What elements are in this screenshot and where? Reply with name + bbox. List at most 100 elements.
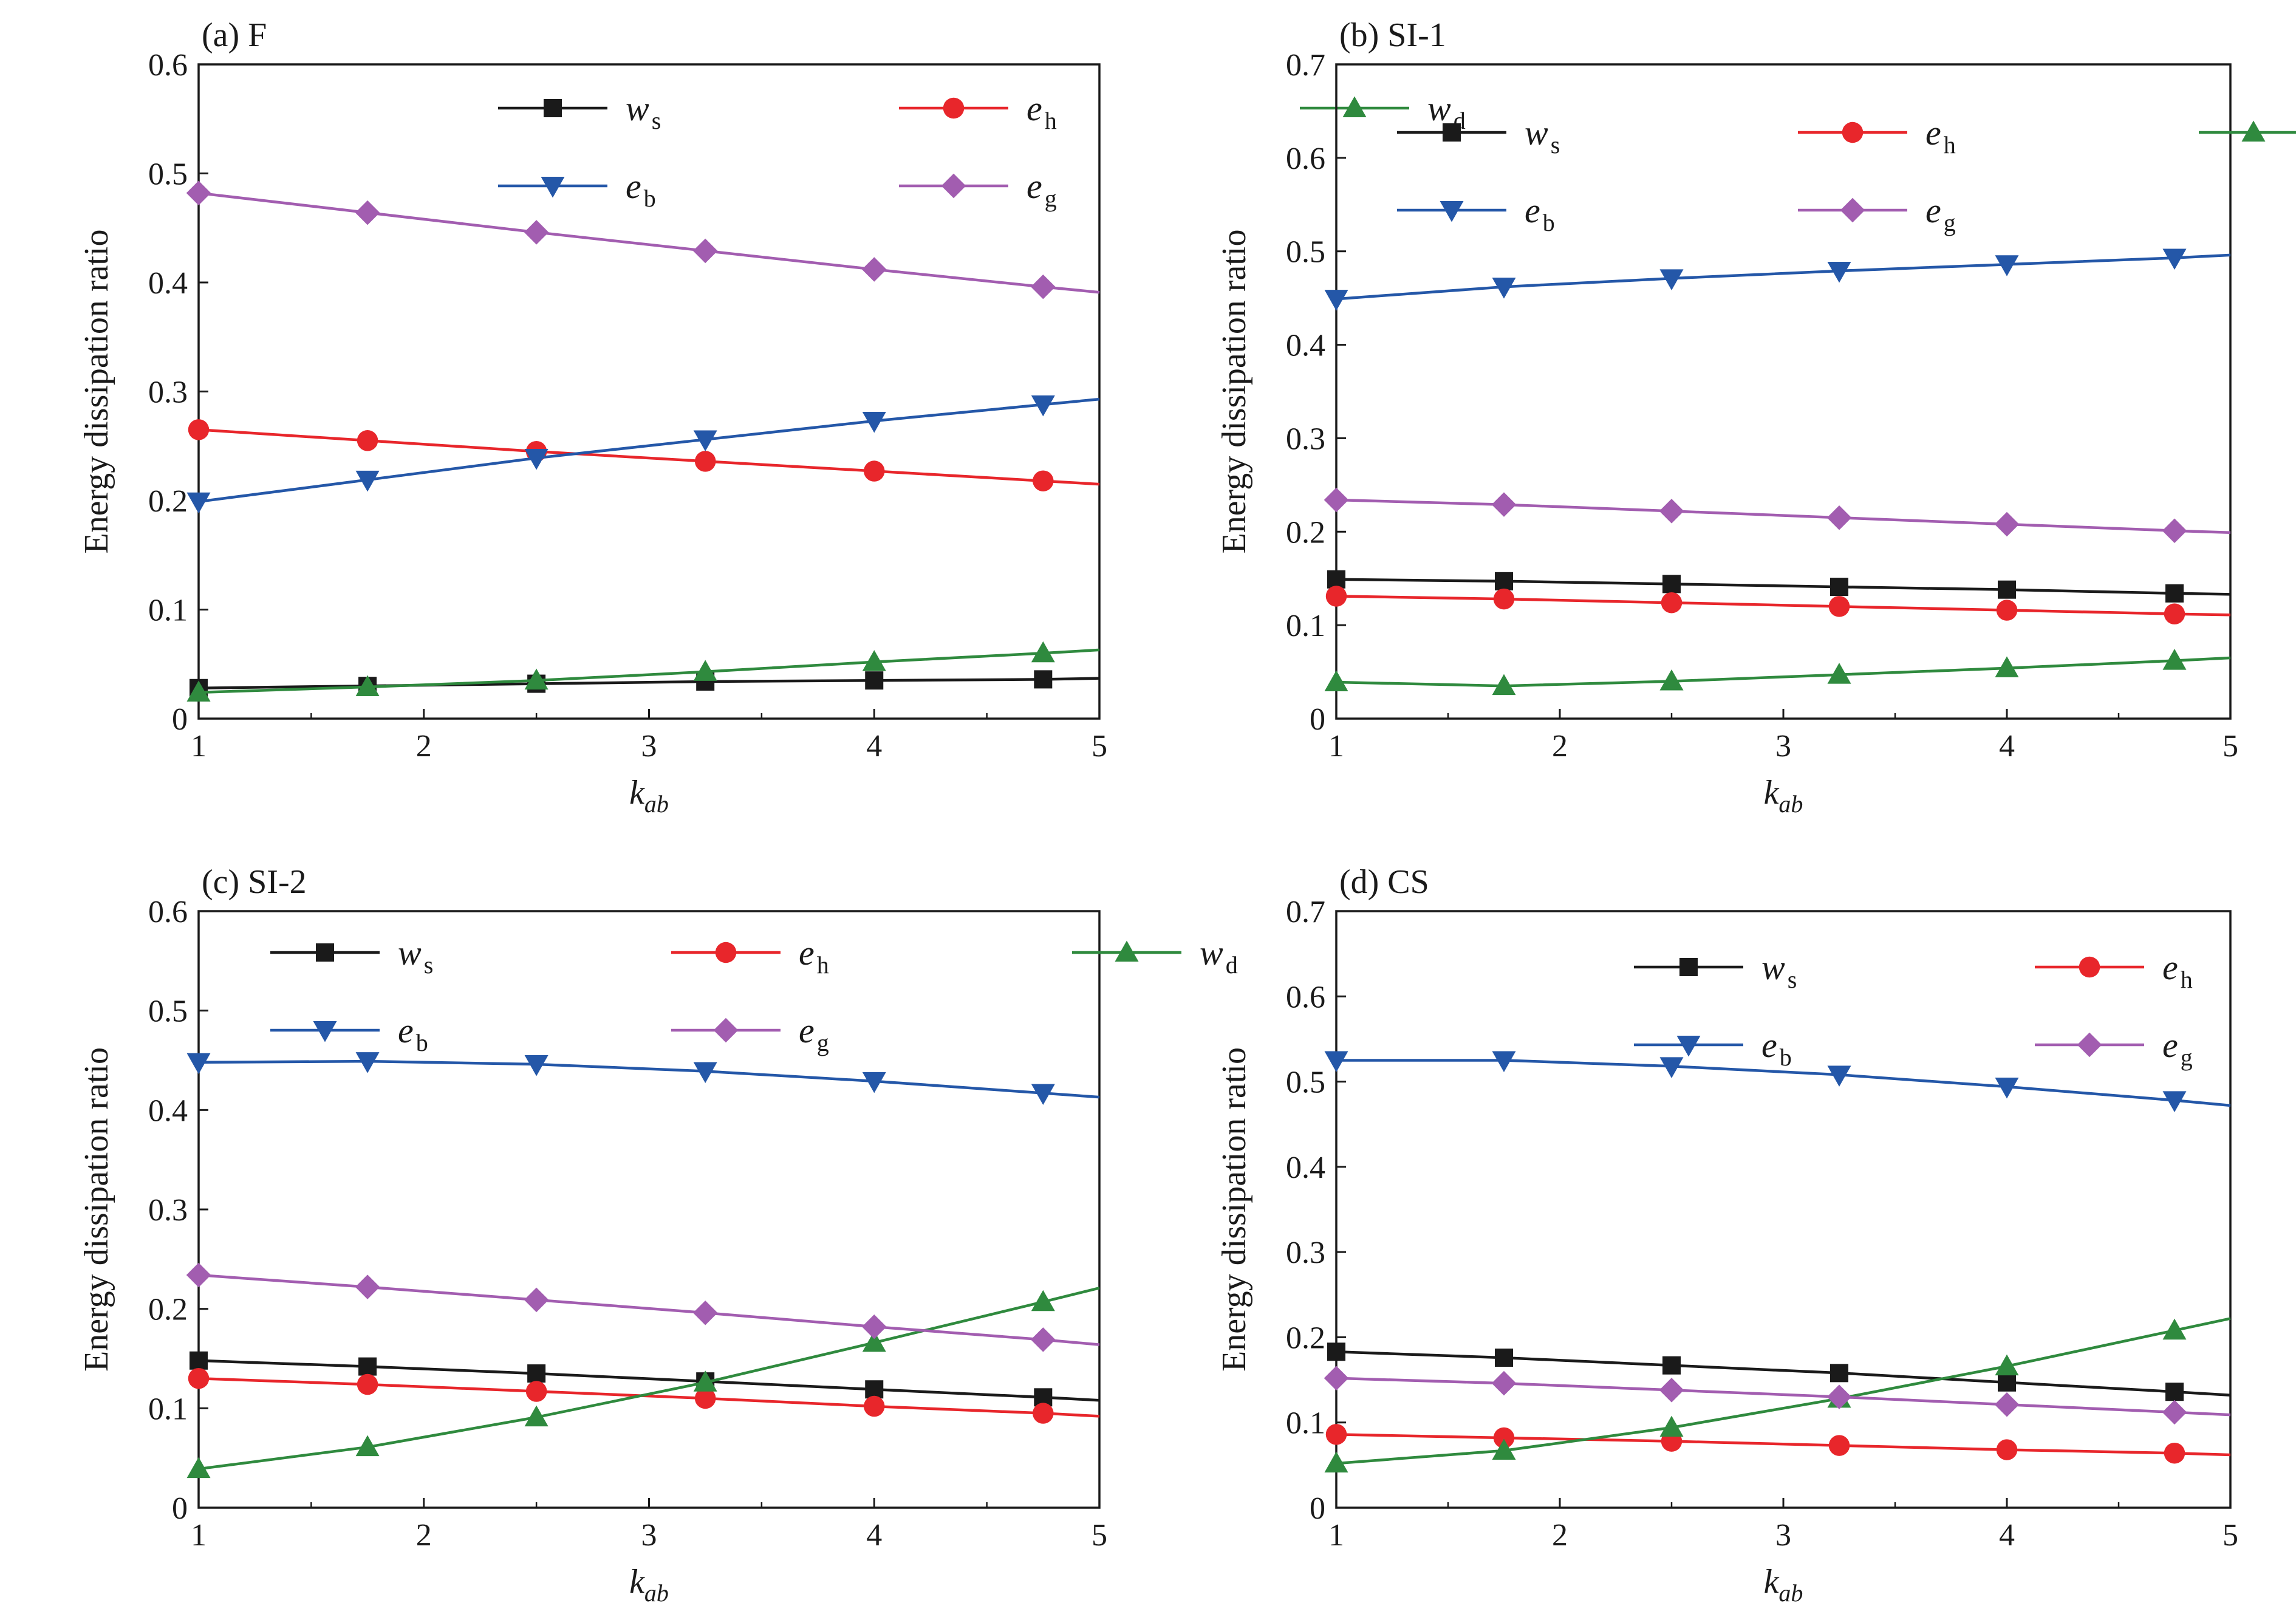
data-point-eb (862, 411, 886, 433)
legend-label-main: w (1525, 113, 1548, 152)
legend-label-sub: s (424, 951, 434, 979)
legend-label-sub: g (2181, 1044, 2193, 1071)
legend-marker-eh (715, 942, 737, 963)
y-tick-label: 0.3 (148, 375, 188, 410)
y-tick-label: 0.5 (148, 994, 188, 1029)
legend-marker-eg (941, 173, 966, 199)
legend-label-sub: s (1551, 131, 1560, 159)
data-point-ws (1034, 670, 1053, 689)
legend-label-main: e (1027, 166, 1042, 206)
panel-title: (a) F (202, 16, 267, 54)
x-tick-label: 3 (641, 1518, 657, 1553)
x-axis-label-main: k (1764, 1563, 1780, 1601)
data-point-eg (524, 1287, 549, 1313)
data-point-eh (694, 451, 716, 472)
legend-label-main: e (2162, 948, 2178, 987)
legend-label-main: e (1925, 113, 1941, 152)
data-point-wd (2162, 649, 2187, 670)
x-tick-label: 4 (866, 729, 882, 764)
data-point-eh (694, 1387, 716, 1409)
data-point-eb (1031, 1084, 1055, 1106)
data-point-ws (2165, 584, 2184, 603)
data-point-eh (1033, 470, 1054, 491)
legend-marker-ws (1679, 958, 1698, 976)
legend-label-main: e (398, 1011, 414, 1050)
x-axis-label-sub: ab (1778, 790, 1803, 818)
data-point-eg (862, 1314, 887, 1339)
series-ws (1327, 570, 2231, 603)
y-axis-label: Energy dissipation ratio (1215, 230, 1253, 554)
data-point-eg (1031, 274, 1056, 299)
y-tick-label: 0.1 (1286, 1406, 1325, 1441)
legend-label-sub: b (416, 1029, 428, 1056)
data-point-eg (692, 1300, 718, 1325)
legend-marker-ws (544, 99, 562, 117)
data-point-eb (355, 470, 380, 492)
legend-marker-eg (2077, 1032, 2102, 1058)
legend-label-main: e (1925, 191, 1941, 230)
series-eh (188, 1367, 1100, 1424)
series-wd (1324, 649, 2231, 696)
x-tick-label: 3 (641, 729, 657, 764)
x-tick-label: 5 (2223, 729, 2238, 764)
panel-a: (a) F 1 2 3 4 5 0 0.1 0.2 0.3 0.4 0.5 0.6 Energy diss… (78, 16, 1466, 818)
data-point-ws (1998, 1373, 2016, 1392)
series-eg (1324, 487, 2231, 543)
data-point-wd (1492, 1438, 1516, 1460)
x-axis-label: kab (629, 1563, 669, 1607)
data-point-ws (527, 1364, 546, 1383)
series-eb (1324, 1051, 2231, 1112)
data-point-eh (1996, 1439, 2018, 1460)
legend-label-sub: b (1543, 209, 1555, 236)
legend-label-main: w (1427, 89, 1451, 128)
data-point-ws (1495, 572, 1513, 590)
data-point-wd (2162, 1318, 2187, 1340)
data-point-eh (1033, 1403, 1054, 1424)
y-tick-label: 0 (172, 1491, 188, 1526)
data-point-eh (1493, 588, 1515, 610)
data-point-eh (864, 1395, 885, 1417)
legend-label-main: e (799, 933, 815, 973)
data-point-eb (1995, 255, 2019, 276)
data-point-wd (1659, 1415, 1684, 1437)
data-point-eh (357, 1373, 378, 1395)
legend-label-sub: h (1944, 131, 1956, 159)
legend-marker-eh (943, 97, 965, 119)
y-tick-label: 0.4 (1286, 329, 1325, 363)
data-point-eg (1491, 492, 1517, 517)
x-tick-label: 1 (1328, 729, 1344, 764)
x-axis-label-sub: ab (644, 790, 669, 818)
series-eg (186, 1262, 1100, 1352)
legend-label-sub: h (817, 951, 829, 979)
y-tick-label: 0 (172, 702, 188, 737)
data-point-eh (1996, 600, 2018, 621)
x-tick-label: 2 (1552, 1518, 1568, 1553)
x-tick-label: 3 (1775, 1518, 1791, 1553)
data-point-eg (1994, 511, 2020, 537)
data-point-wd (693, 660, 717, 681)
legend-marker-wd (1115, 940, 1139, 962)
series-wd (186, 1287, 1100, 1479)
legend-label-sub: s (652, 107, 661, 134)
panel-title: (d) CS (1339, 863, 1429, 901)
data-point-eg (862, 257, 887, 282)
data-point-eh (1828, 1435, 1850, 1456)
data-point-eb (524, 448, 548, 470)
data-point-eh (1493, 1427, 1515, 1449)
series-eb (186, 1052, 1100, 1106)
series-ws (1327, 1342, 2231, 1401)
